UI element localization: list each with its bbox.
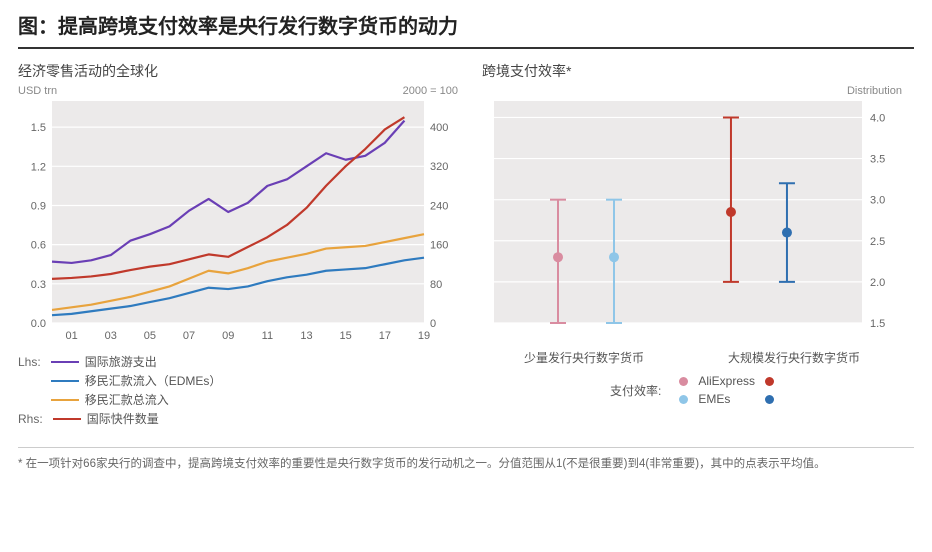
svg-text:3.0: 3.0 (870, 195, 885, 207)
svg-text:2.0: 2.0 (870, 277, 885, 289)
svg-text:15: 15 (340, 330, 352, 342)
svg-text:1.5: 1.5 (31, 122, 46, 134)
right-y-axis-label-left-chart: 2000 = 100 (403, 85, 458, 97)
svg-text:03: 03 (105, 330, 117, 342)
dot-aliexpress-light (679, 377, 688, 386)
x-cat-1: 大规模发行央行数字货币 (728, 349, 860, 366)
svg-text:0.3: 0.3 (31, 279, 46, 291)
svg-text:0: 0 (430, 318, 436, 330)
legend-swatch-tourism (51, 361, 79, 363)
right-plot-wrap: Distribution 1.5 2.0 2.5 3.0 3.5 4.0 (482, 85, 902, 345)
legend-lhs-label: Lhs: (18, 355, 41, 369)
dot-emes-dark (765, 395, 774, 404)
svg-text:0.9: 0.9 (31, 200, 46, 212)
charts-row: 经济零售活动的全球化 USD trn 2000 = 100 0.00.30.60… (18, 61, 914, 429)
svg-text:13: 13 (300, 330, 312, 342)
svg-text:400: 400 (430, 122, 448, 134)
legend-item-total: 移民汇款总流入 (85, 391, 169, 408)
svg-text:240: 240 (430, 200, 448, 212)
svg-text:2.5: 2.5 (870, 236, 885, 248)
legend-rhs-label: Rhs: (18, 412, 43, 426)
left-legend: Lhs: 国际旅游支出 Lhs: 移民汇款流入（EDMEs） Lhs: 移民汇款… (18, 351, 458, 429)
svg-text:05: 05 (144, 330, 156, 342)
svg-text:11: 11 (262, 330, 273, 342)
svg-text:320: 320 (430, 161, 448, 173)
figure-title: 图：提高跨境支付效率是央行发行数字货币的动力 (18, 10, 914, 39)
x-cat-0: 少量发行央行数字货币 (524, 349, 644, 366)
svg-text:3.5: 3.5 (870, 154, 885, 166)
left-y-axis-label: USD trn (18, 85, 57, 97)
legend-rhs-row: Rhs: 国际快件数量 (18, 410, 458, 427)
svg-text:01: 01 (65, 330, 77, 342)
svg-text:1.5: 1.5 (870, 318, 885, 330)
svg-text:80: 80 (430, 279, 442, 291)
legend-item-tourism: 国际旅游支出 (85, 353, 157, 370)
left-chart-column: 经济零售活动的全球化 USD trn 2000 = 100 0.00.30.60… (18, 61, 458, 429)
left-line-chart: 0.0 0.3 0.6 0.9 1.2 1.5 0 80 160 240 320 400 01 03 05 0… (18, 85, 458, 345)
dot-emes-light (679, 395, 688, 404)
legend-swatch-total (51, 399, 79, 401)
legend-lhs-row: Lhs: 国际旅游支出 (18, 353, 458, 370)
svg-text:160: 160 (430, 240, 448, 252)
right-y-axis-label: Distribution (847, 85, 902, 97)
svg-text:4.0: 4.0 (870, 112, 885, 124)
svg-text:0.6: 0.6 (31, 240, 46, 252)
right-x-categories: 少量发行央行数字货币 大规模发行央行数字货币 (482, 349, 902, 366)
svg-text:19: 19 (418, 330, 430, 342)
left-chart-subtitle: 经济零售活动的全球化 (18, 61, 458, 81)
right-chart-column: 跨境支付效率* Distribution 1.52.02.53.03.54.0 … (482, 61, 902, 429)
svg-text:09: 09 (222, 330, 234, 342)
legend-item-parcels: 国际快件数量 (87, 410, 159, 427)
legend-item-edmes: 移民汇款流入（EDMEs） (85, 372, 222, 389)
title-bar: 图：提高跨境支付效率是央行发行数字货币的动力 (18, 10, 914, 49)
legend-row-3: Lhs: 移民汇款总流入 (18, 391, 458, 408)
legend-swatch-edmes (51, 380, 79, 382)
right-legend: 支付效率: AliExpress EMEs (482, 374, 902, 406)
legend-row-2: Lhs: 移民汇款流入（EDMEs） (18, 372, 458, 389)
svg-text:17: 17 (379, 330, 391, 342)
svg-text:1.2: 1.2 (31, 161, 46, 173)
svg-text:0.0: 0.0 (31, 318, 46, 330)
svg-text:07: 07 (183, 330, 195, 342)
dot-aliexpress-dark (765, 377, 774, 386)
right-errorbar-chart: 1.5 2.0 2.5 3.0 3.5 4.0 (482, 85, 902, 345)
right-legend-emes: EMEs (698, 392, 755, 406)
right-legend-title: 支付效率: (610, 382, 661, 399)
left-plot-wrap: USD trn 2000 = 100 0.0 0.3 0.6 0.9 1.2 1.5 0 80… (18, 85, 458, 345)
footnote: * 在一项针对66家央行的调查中，提高跨境支付效率的重要性是央行数字货币的发行动… (18, 447, 914, 473)
right-legend-aliexpress: AliExpress (698, 374, 755, 388)
legend-swatch-parcels (53, 418, 81, 420)
right-chart-subtitle: 跨境支付效率* (482, 61, 902, 81)
